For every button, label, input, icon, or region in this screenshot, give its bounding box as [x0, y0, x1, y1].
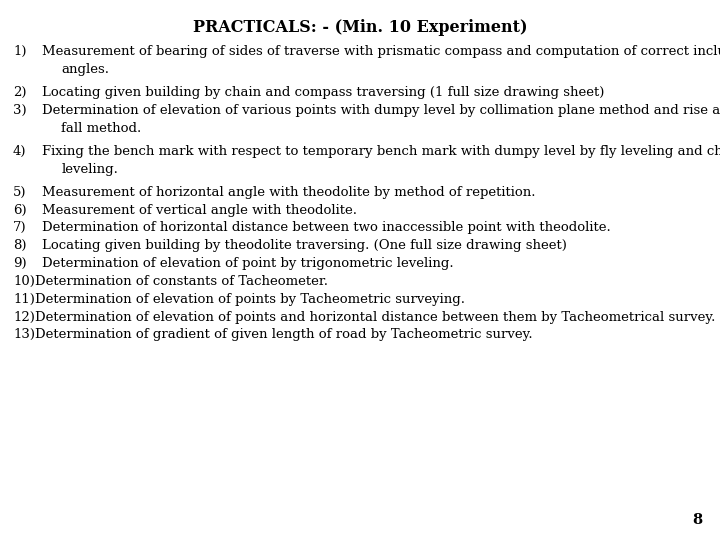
Text: Locating given building by chain and compass traversing (1 full size drawing she: Locating given building by chain and com…: [42, 86, 604, 99]
Text: 6): 6): [13, 204, 27, 217]
Text: 5): 5): [13, 186, 27, 199]
Text: PRACTICALS: - (Min. 10 Experiment): PRACTICALS: - (Min. 10 Experiment): [193, 19, 527, 36]
Text: angles.: angles.: [61, 63, 109, 76]
Text: 13): 13): [13, 328, 35, 341]
Text: Locating given building by theodolite traversing. (One full size drawing sheet): Locating given building by theodolite tr…: [42, 239, 567, 252]
Text: Measurement of vertical angle with theodolite.: Measurement of vertical angle with theod…: [42, 204, 357, 217]
Text: Determination of elevation of points and horizontal distance between them by Tac: Determination of elevation of points and…: [35, 310, 715, 323]
Text: Determination of elevation of various points with dumpy level by collimation pla: Determination of elevation of various po…: [42, 104, 720, 117]
Text: Determination of elevation of point by trigonometric leveling.: Determination of elevation of point by t…: [42, 257, 454, 270]
Text: 8): 8): [13, 239, 27, 252]
Text: 3): 3): [13, 104, 27, 117]
Text: Determination of elevation of points by Tacheometric surveying.: Determination of elevation of points by …: [35, 293, 464, 306]
Text: 2): 2): [13, 86, 27, 99]
Text: Measurement of bearing of sides of traverse with prismatic compass and computati: Measurement of bearing of sides of trave…: [42, 45, 720, 58]
Text: Determination of horizontal distance between two inaccessible point with theodol: Determination of horizontal distance bet…: [42, 221, 611, 234]
Text: Determination of constants of Tacheometer.: Determination of constants of Tacheomete…: [35, 275, 328, 288]
Text: 12): 12): [13, 310, 35, 323]
Text: leveling.: leveling.: [61, 163, 118, 176]
Text: 7): 7): [13, 221, 27, 234]
Text: 11): 11): [13, 293, 35, 306]
Text: Determination of gradient of given length of road by Tacheometric survey.: Determination of gradient of given lengt…: [35, 328, 532, 341]
Text: Measurement of horizontal angle with theodolite by method of repetition.: Measurement of horizontal angle with the…: [42, 186, 535, 199]
Text: 10): 10): [13, 275, 35, 288]
Text: fall method.: fall method.: [61, 122, 141, 134]
Text: 9): 9): [13, 257, 27, 270]
Text: 1): 1): [13, 45, 27, 58]
Text: 4): 4): [13, 145, 27, 158]
Text: 8: 8: [692, 512, 702, 526]
Text: Fixing the bench mark with respect to temporary bench mark with dumpy level by f: Fixing the bench mark with respect to te…: [42, 145, 720, 158]
